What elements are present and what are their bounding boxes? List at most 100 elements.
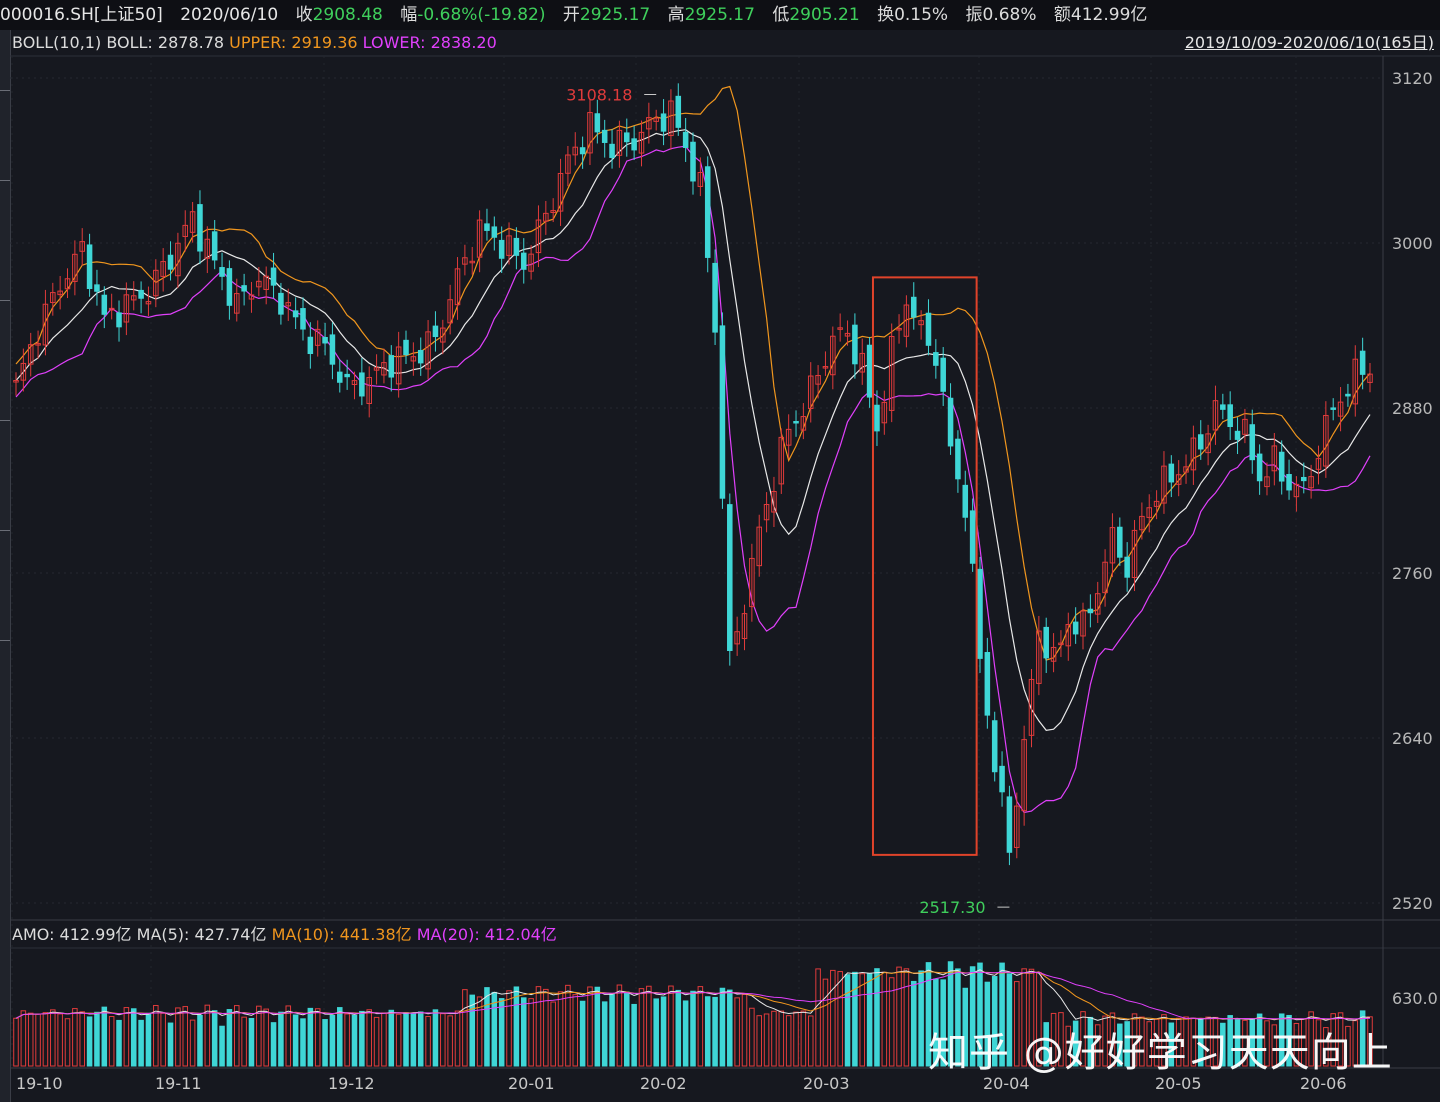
candle-body xyxy=(101,294,108,315)
candle-body xyxy=(484,223,490,231)
volume-bar xyxy=(211,1010,218,1067)
amplitude-text: 振0.68% xyxy=(965,5,1037,25)
candle-body xyxy=(337,371,343,383)
volume-bar xyxy=(616,984,623,1067)
volume-bar xyxy=(153,1005,159,1067)
volume-bar xyxy=(947,961,954,1067)
candle-body xyxy=(572,146,579,156)
candle-body xyxy=(1094,593,1101,615)
candle-body xyxy=(410,356,417,362)
candle-body xyxy=(763,504,770,521)
candle-body xyxy=(50,292,56,304)
candle-body xyxy=(1264,476,1270,488)
candle-body xyxy=(646,117,652,130)
volume-bar xyxy=(520,997,527,1067)
amount-text: 额412.99亿 xyxy=(1053,5,1148,25)
candle-body xyxy=(123,294,130,323)
volume-bars xyxy=(13,961,1373,1067)
volume-bar xyxy=(609,993,615,1067)
candle-body xyxy=(653,117,659,122)
volume-bar xyxy=(1072,1020,1079,1067)
volume-bar xyxy=(1146,1021,1153,1067)
volume-bar xyxy=(962,987,969,1067)
y-tick-label: 2880 xyxy=(1392,399,1433,418)
volume-bar xyxy=(484,987,490,1067)
volume-bar xyxy=(64,1018,71,1067)
candle-body xyxy=(300,308,306,330)
candle-body xyxy=(403,339,409,356)
candle-body xyxy=(1131,529,1138,579)
price-annotations: 3108.18 2517.30 xyxy=(566,86,1010,917)
y-tick-label: 3000 xyxy=(1392,234,1433,253)
candle-body xyxy=(1212,400,1219,431)
volume-ma-lines xyxy=(15,969,1371,1021)
volume-bar xyxy=(1014,981,1020,1067)
middle-band-line xyxy=(15,129,1371,731)
candle-body xyxy=(807,375,814,410)
candle-body xyxy=(1301,476,1307,482)
quote-date: 2020/06/10 xyxy=(180,5,279,25)
candle-body xyxy=(278,292,284,315)
open-value: 2925.17 xyxy=(579,5,651,25)
candle-body xyxy=(1227,404,1233,428)
candle-body xyxy=(373,367,380,371)
toolbar-divider xyxy=(0,300,10,301)
amo-text: AMO: 412.99亿 MA(5): 427.74亿 xyxy=(12,925,267,944)
candle-body xyxy=(42,303,49,346)
candle-body xyxy=(145,301,152,305)
symbol-label[interactable]: 000016.SH[上证50] xyxy=(0,5,163,25)
candle-body xyxy=(719,325,726,499)
candle-body xyxy=(248,294,255,300)
candle-body xyxy=(955,438,961,480)
candle-body xyxy=(138,289,144,299)
candle-body xyxy=(1058,642,1064,646)
candle-body xyxy=(395,346,402,385)
volume-bar xyxy=(727,989,733,1067)
volume-bar xyxy=(1337,1012,1344,1067)
volume-bar xyxy=(815,968,821,1067)
candle-body xyxy=(756,526,762,567)
candle-body xyxy=(1028,678,1035,736)
volume-bar xyxy=(1124,1021,1130,1067)
volume-bar xyxy=(138,1019,144,1067)
candle-body xyxy=(1345,393,1351,397)
candle-body xyxy=(1087,608,1094,614)
volume-bar xyxy=(462,989,468,1067)
candle-body xyxy=(778,436,785,485)
volume-bar xyxy=(734,997,740,1067)
candle-body xyxy=(587,112,593,154)
candle-body xyxy=(219,267,225,277)
volume-bar xyxy=(535,986,542,1067)
volume-bar xyxy=(1131,1013,1138,1067)
volume-bar xyxy=(270,1022,277,1067)
candle-body xyxy=(1043,626,1049,659)
x-tick-label: 20-02 xyxy=(640,1074,687,1093)
volume-bar xyxy=(852,971,858,1067)
volume-bar xyxy=(844,974,851,1067)
volume-bar xyxy=(175,1007,181,1067)
date-range-link[interactable]: 2019/10/09-2020/06/10(165日) xyxy=(1184,33,1434,52)
candle-body xyxy=(1323,414,1329,467)
candle-body xyxy=(130,295,137,301)
volume-bar xyxy=(785,1015,792,1067)
candle-body xyxy=(601,129,608,143)
volume-bar xyxy=(366,1009,372,1067)
volume-bar xyxy=(241,1016,247,1067)
candle-body xyxy=(785,428,792,446)
open-quote: 开2925.17 xyxy=(563,5,650,25)
side-toolbar[interactable] xyxy=(0,30,11,1102)
candle-body xyxy=(947,397,954,447)
candle-body xyxy=(741,613,748,640)
candle-body xyxy=(579,147,586,155)
toolbar-divider xyxy=(0,640,10,641)
candle-body xyxy=(469,260,476,264)
candle-body xyxy=(1197,434,1204,450)
volume-bar xyxy=(1308,1011,1314,1067)
volume-bar xyxy=(704,996,711,1067)
toolbar-divider xyxy=(0,420,10,421)
volume-bar xyxy=(263,1008,269,1067)
volume-bar xyxy=(50,1009,56,1067)
x-tick-label: 20-05 xyxy=(1155,1074,1202,1093)
close-label: 收 xyxy=(295,5,313,25)
